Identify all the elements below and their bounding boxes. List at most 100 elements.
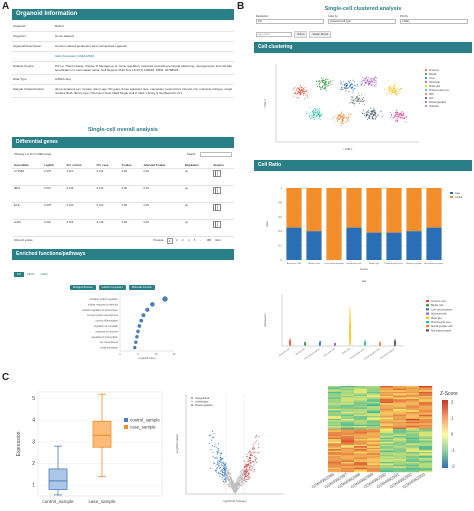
volcano-point bbox=[230, 480, 232, 482]
tsne-legend-label: Retinal ganglion bbox=[429, 101, 447, 104]
ratio-bar-case bbox=[286, 227, 302, 260]
volcano-point bbox=[235, 483, 237, 485]
volcano-x-label: log2(Fold Change) bbox=[223, 499, 246, 503]
heatmap-cell bbox=[419, 453, 433, 455]
go-category-button[interactable]: Biological Process bbox=[70, 284, 96, 291]
column-header[interactable]: Pct_control bbox=[64, 163, 95, 169]
column-header[interactable]: Adjusted P-value bbox=[141, 163, 183, 169]
heatmap-cell bbox=[380, 401, 394, 404]
volcano-point bbox=[219, 455, 222, 457]
tsne-point bbox=[316, 83, 318, 85]
heatmap-cell bbox=[406, 406, 420, 408]
info-key: Organoid Description bbox=[13, 44, 42, 48]
column-header[interactable]: Pct_case bbox=[94, 163, 120, 169]
heatmap-cell bbox=[341, 398, 355, 401]
heatmap-cell bbox=[354, 467, 368, 470]
tsne-point bbox=[326, 89, 328, 91]
page-button[interactable]: 5 bbox=[193, 238, 196, 242]
violin-legend-swatch bbox=[426, 325, 429, 328]
tsne-point bbox=[343, 80, 345, 82]
page-button[interactable]: Previous bbox=[153, 238, 164, 242]
volcano-point bbox=[219, 475, 221, 477]
volcano-point bbox=[234, 491, 236, 493]
heatmap-cell bbox=[341, 417, 355, 420]
volcano-point bbox=[245, 475, 247, 477]
box-x-tick: control_sample bbox=[42, 499, 74, 504]
heatmap-cell bbox=[380, 397, 394, 400]
enriched-tab[interactable]: KEGG bbox=[27, 273, 35, 276]
heatmap-cell bbox=[393, 446, 407, 448]
column-header[interactable]: Gene Name bbox=[12, 163, 43, 169]
scatter-3d-button[interactable]: Scatter 3D plot bbox=[309, 31, 332, 38]
go-term-dot bbox=[135, 335, 139, 339]
tsne-point bbox=[393, 117, 395, 119]
ratio-bar-case bbox=[346, 227, 362, 260]
tsne-point bbox=[318, 113, 320, 115]
tsne-point bbox=[370, 83, 372, 85]
violin-point bbox=[364, 339, 365, 341]
boxplot-thumbnail-icon[interactable] bbox=[213, 187, 222, 194]
volcano-point bbox=[249, 451, 252, 453]
go-category-button[interactable]: Molecular Function bbox=[128, 284, 155, 291]
page-button[interactable]: 1 bbox=[166, 238, 174, 245]
go-term-label: cellular response to stimulus bbox=[88, 303, 119, 306]
table-cell: 0.153 bbox=[64, 219, 95, 237]
volcano-point bbox=[249, 450, 251, 452]
gene-name-input[interactable]: gene name bbox=[256, 32, 292, 37]
heatmap-cell bbox=[393, 423, 407, 425]
page-button[interactable]: Next bbox=[215, 238, 221, 242]
control-select[interactable]: t-SNE bbox=[400, 19, 468, 25]
page-button[interactable]: ... bbox=[199, 238, 203, 242]
tsne-point bbox=[323, 88, 325, 90]
control-select[interactable]: clustered cell type bbox=[328, 19, 396, 25]
show-entries-select[interactable]: Show 10 entries bbox=[14, 239, 33, 242]
heatmap-cell bbox=[406, 441, 420, 444]
box-y-tick: 2 bbox=[32, 461, 35, 467]
volcano-point bbox=[245, 465, 247, 467]
boxplot-thumbnail-icon[interactable] bbox=[213, 170, 222, 177]
page-button[interactable]: 4 bbox=[187, 238, 190, 242]
tsne-point bbox=[331, 118, 333, 120]
go-category-button[interactable]: Cellular Component bbox=[98, 284, 126, 291]
heatmap-cell bbox=[393, 421, 407, 424]
tsne-point bbox=[316, 80, 318, 82]
enriched-tab[interactable]: GSEA bbox=[40, 273, 48, 276]
tsne-point bbox=[352, 83, 354, 85]
tsne-point bbox=[366, 114, 368, 116]
volcano-point bbox=[238, 486, 240, 488]
volcano-point bbox=[235, 484, 237, 486]
heatmap-cell bbox=[380, 461, 394, 464]
heatmap-cell bbox=[328, 434, 342, 437]
volcano-point bbox=[253, 471, 255, 473]
table-search-input[interactable] bbox=[200, 152, 232, 157]
violin-point bbox=[305, 344, 306, 346]
table-row: IER3 0.376 0.109 0.116 0.00 0.00 up bbox=[12, 185, 234, 203]
control-select[interactable]: 0.8 bbox=[256, 19, 324, 25]
column-header[interactable]: Regulation bbox=[182, 163, 212, 169]
boxplot-cell bbox=[211, 219, 234, 237]
tsne-point bbox=[305, 112, 307, 115]
page-button[interactable]: 188 bbox=[206, 238, 211, 242]
tsne-legend-label: Photoreceptor prec. bbox=[429, 89, 450, 92]
submit-button[interactable]: Submit bbox=[294, 31, 308, 38]
tsne-legend-swatch bbox=[425, 81, 427, 83]
tsne-point bbox=[393, 115, 396, 117]
column-header[interactable]: P-value bbox=[119, 163, 142, 169]
boxplot-thumbnail-icon[interactable] bbox=[213, 221, 222, 228]
page-button[interactable]: 3 bbox=[182, 238, 184, 242]
column-header[interactable]: Boxplot bbox=[211, 163, 234, 169]
tsne-point bbox=[375, 116, 377, 118]
enriched-tab[interactable]: GO bbox=[14, 272, 25, 277]
heatmap-cell bbox=[419, 444, 433, 447]
heatmap-cell bbox=[367, 406, 381, 408]
heatmap-cell bbox=[406, 437, 420, 440]
heatmap-cell bbox=[328, 401, 342, 404]
heatmap-cell bbox=[406, 453, 420, 455]
boxplot-thumbnail-icon[interactable] bbox=[213, 204, 222, 211]
tsne-point bbox=[358, 94, 360, 97]
heatmap-cell bbox=[367, 437, 381, 440]
page-button[interactable]: 2 bbox=[176, 238, 178, 242]
column-header[interactable]: Log2FC bbox=[42, 163, 65, 169]
heatmap-cell bbox=[354, 420, 368, 423]
heatmap-cell bbox=[354, 387, 368, 390]
